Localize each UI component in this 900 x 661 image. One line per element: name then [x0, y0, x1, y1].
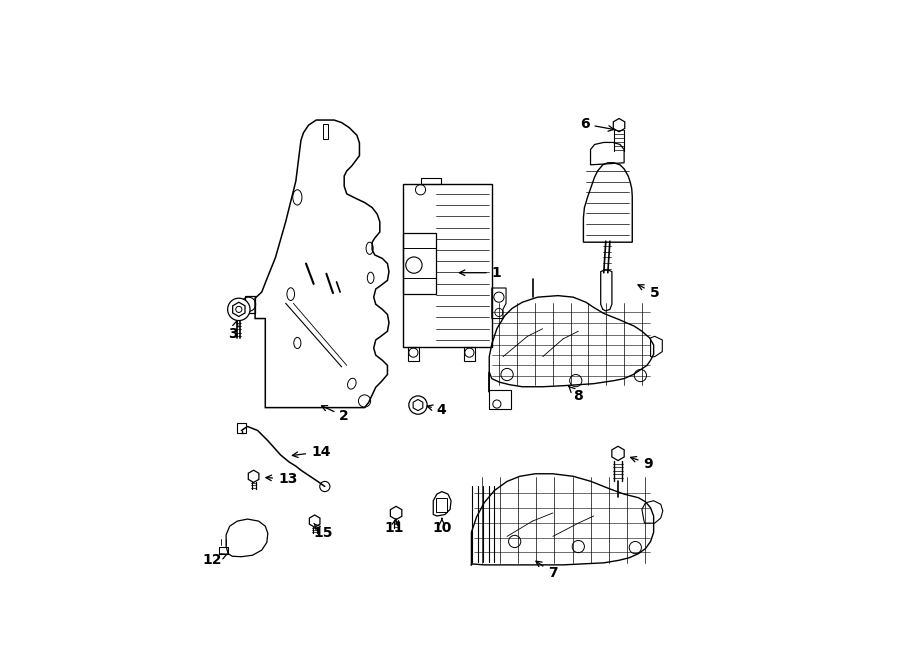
Text: 12: 12	[202, 553, 228, 567]
Bar	[238, 423, 247, 433]
Bar	[490, 390, 510, 409]
Bar	[402, 233, 436, 294]
Text: 6: 6	[580, 117, 614, 131]
Bar	[436, 498, 447, 512]
Bar	[402, 184, 491, 346]
Text: 7: 7	[536, 561, 558, 580]
Text: 9: 9	[631, 457, 653, 471]
Circle shape	[228, 298, 250, 321]
Bar	[408, 346, 419, 361]
Text: 3: 3	[229, 321, 238, 341]
Bar	[323, 124, 328, 139]
Text: 4: 4	[428, 403, 446, 417]
Bar	[402, 249, 436, 278]
Text: 8: 8	[569, 386, 583, 403]
Text: 1: 1	[459, 266, 501, 280]
Text: 5: 5	[638, 285, 660, 300]
Text: 10: 10	[432, 518, 452, 535]
Text: 11: 11	[384, 518, 404, 535]
Text: 2: 2	[321, 406, 349, 423]
Circle shape	[409, 396, 428, 414]
Bar	[420, 178, 441, 184]
Text: 14: 14	[292, 445, 330, 459]
Text: 13: 13	[266, 472, 297, 486]
Text: 15: 15	[313, 524, 333, 540]
Bar	[464, 346, 475, 361]
